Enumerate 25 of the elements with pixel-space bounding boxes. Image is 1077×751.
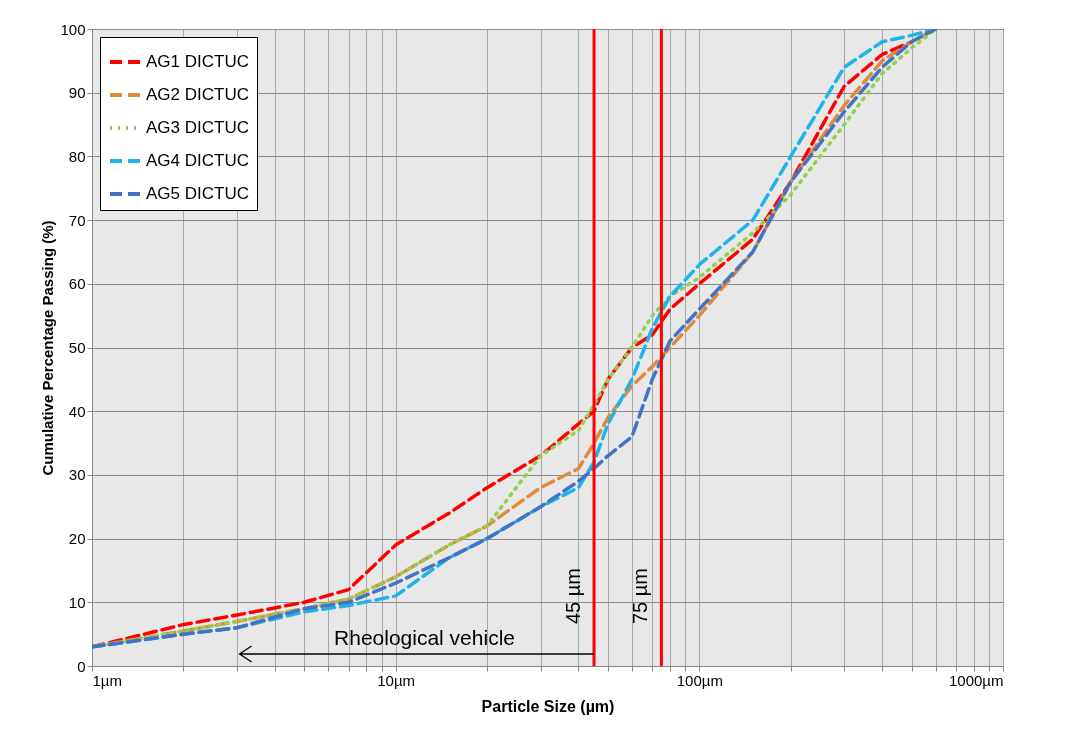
y-tick-label: 30 (68, 466, 86, 484)
y-tick-label: 0 (77, 657, 86, 675)
x-tick-label: 1000µm (948, 671, 1004, 689)
legend-label: AG3 DICTUC (146, 118, 249, 137)
ref-line-label: 75 µm (629, 568, 652, 624)
annotation: Rheological vehicle (334, 626, 515, 649)
ref-line-label: 45 µm (562, 568, 585, 624)
y-axis-title: Cumulative Percentage Passing (%) (39, 220, 57, 476)
x-tick-label: 10µm (377, 671, 416, 689)
y-tick-label: 20 (68, 530, 86, 548)
legend-label: AG1 DICTUC (146, 52, 249, 71)
y-tick-label: 10 (68, 593, 86, 611)
x-axis-title: Particle Size (µm) (481, 697, 615, 715)
y-tick-label: 80 (68, 147, 86, 165)
legend-label: AG4 DICTUC (146, 151, 249, 170)
y-tick-label: 60 (68, 275, 86, 293)
legend-label: AG2 DICTUC (146, 85, 249, 104)
x-tick-label: 100µm (676, 671, 723, 689)
legend-label: AG5 DICTUC (146, 184, 249, 203)
y-tick-label: 50 (68, 339, 86, 356)
y-tick-label: 100 (60, 20, 86, 38)
y-tick-label: 40 (68, 402, 86, 420)
x-tick-label: 1µm (92, 671, 122, 689)
y-tick-label: 70 (68, 211, 86, 229)
y-tick-label: 90 (68, 84, 86, 102)
